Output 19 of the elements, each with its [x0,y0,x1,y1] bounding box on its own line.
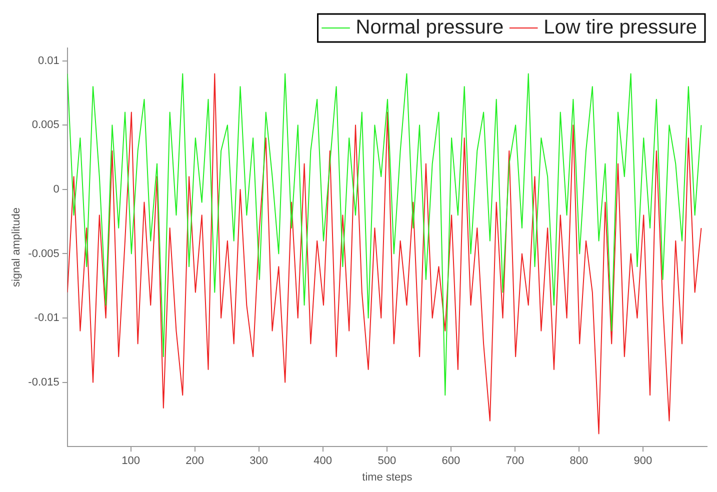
x-tick-label: 100 [122,455,140,468]
x-axis-title: time steps [362,471,413,484]
y-tick-label: 0 [53,183,60,196]
x-tick-label: 500 [378,455,396,468]
x-tick-label: 800 [570,455,588,468]
x-tick-label: 200 [186,455,204,468]
y-tick-label: -0.01 [34,312,60,324]
legend-label: Low tire pressure [544,16,698,39]
y-axis-title: signal amplitude [10,208,23,288]
y-tick-label: -0.015 [28,376,60,388]
x-tick-label: 400 [314,455,332,468]
x-tick-label: 300 [250,455,268,468]
y-tick-label: -0.005 [28,248,60,260]
legend-label: Normal pressure [356,16,504,39]
y-tick-label: 0.005 [32,119,60,132]
x-tick-label: 600 [442,455,460,468]
x-tick-label: 700 [506,455,524,468]
y-tick-label: 0.01 [38,54,60,67]
x-tick-label: 900 [634,455,652,468]
